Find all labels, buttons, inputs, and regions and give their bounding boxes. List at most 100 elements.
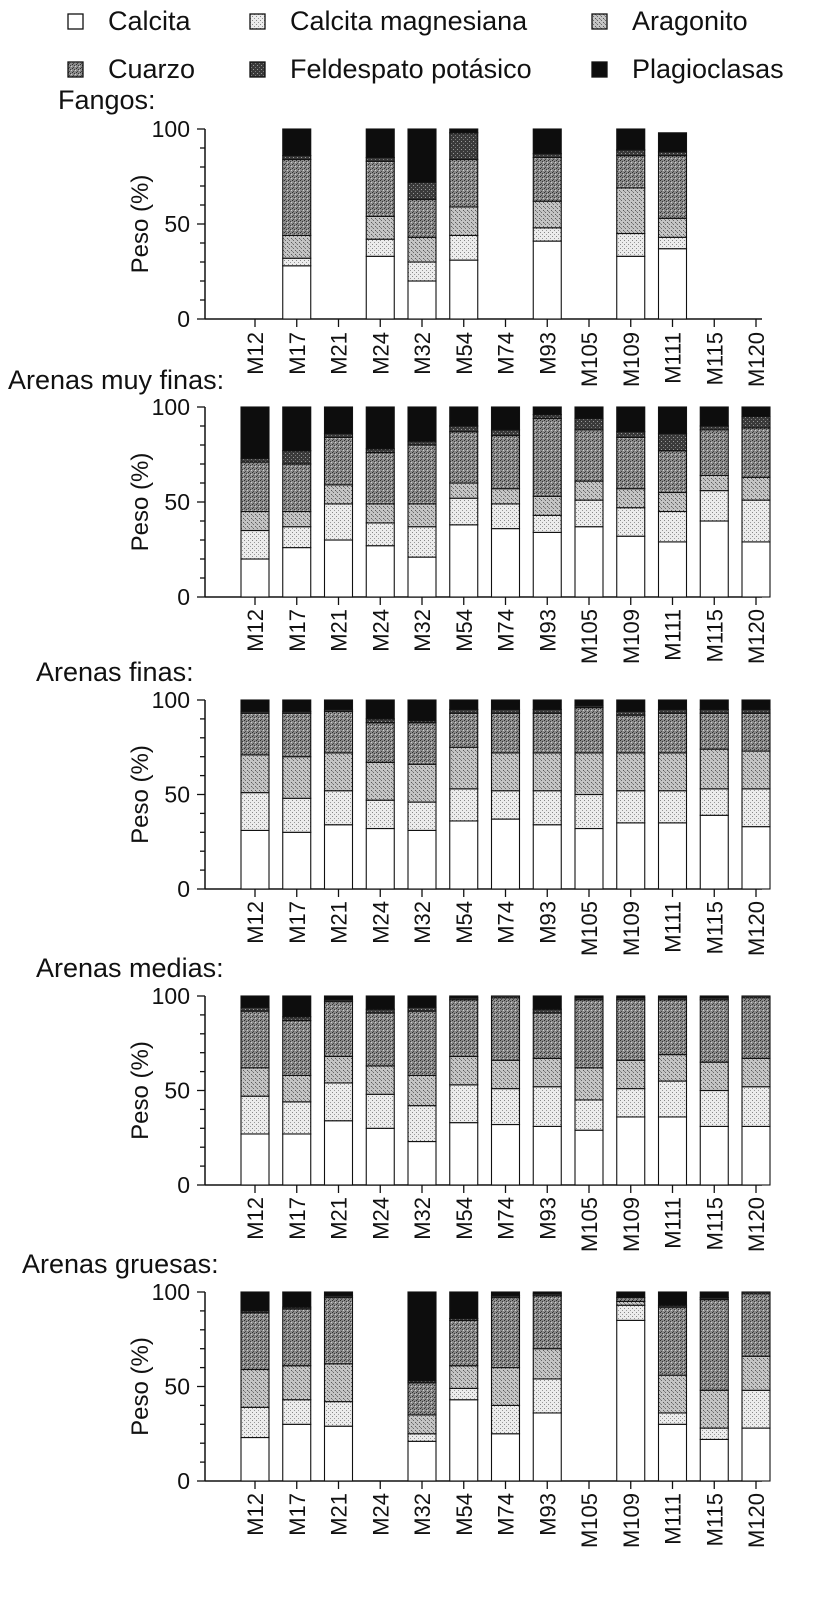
bar-segment-aragonito-m24 [365, 1065, 395, 1095]
bar-segment-cuarzo-m93 [532, 156, 562, 202]
bar-segment-cuarzo-m105 [574, 707, 604, 754]
legend-swatch-feldespato-potasico [249, 61, 266, 78]
x-tick-label: M21 [327, 901, 352, 944]
x-tick-label: M17 [285, 901, 310, 944]
bar-segment-calcita-m109 [616, 1319, 646, 1482]
x-tick-label: M21 [327, 1493, 352, 1536]
bar-segment-calcita-m93 [532, 531, 562, 598]
bar-segment-feldespato-potasico-m74 [490, 429, 521, 437]
y-axis-label: Peso (%) [127, 745, 154, 844]
bar-segment-feldespato-potasico-m24 [365, 1008, 395, 1014]
x-tick-label: M24 [368, 609, 393, 652]
bar-segment-cuarzo-m74 [490, 1297, 521, 1369]
y-tick-label: 0 [177, 584, 190, 610]
bar-segment-plagioclasas-m32 [407, 406, 437, 442]
bar-segment-calcita-magnesiana-m109 [616, 1088, 646, 1118]
y-tick-label: 50 [164, 489, 190, 515]
bar-segment-feldespato-potasico-m93 [532, 708, 562, 714]
bar-segment-calcita-m21 [323, 1425, 354, 1482]
bar-segment-feldespato-potasico-m111 [657, 151, 688, 157]
bar-segment-cuarzo-m111 [657, 1306, 688, 1376]
bar-segment-calcita-magnesiana-m17 [282, 257, 312, 267]
bar-segment-plagioclasas-m54 [449, 406, 479, 427]
bar-segment-plagioclasas-m32 [407, 699, 437, 722]
x-tick-label: M93 [535, 609, 560, 652]
bar-segment-calcita-magnesiana-m24 [365, 238, 395, 257]
bar-segment-plagioclasas-m93 [532, 699, 562, 710]
bar-segment-aragonito-m105 [574, 752, 604, 796]
bar-segment-plagioclasas-m74 [490, 406, 521, 431]
bar-segment-feldespato-potasico-m93 [532, 1008, 562, 1014]
x-tick-label: M105 [577, 1197, 602, 1252]
bar-segment-calcita-m105 [574, 1129, 604, 1186]
bar-segment-aragonito-m32 [407, 763, 437, 803]
bar-segment-plagioclasas-m111 [657, 132, 688, 153]
bar-segment-aragonito-m111 [657, 217, 688, 238]
bar-segment-calcita-m115 [699, 1438, 729, 1482]
bar-segment-plagioclasas-m109 [616, 128, 646, 151]
bar-segment-feldespato-potasico-m54 [449, 708, 479, 714]
bar-segment-aragonito-m74 [490, 752, 521, 792]
y-tick-label: 50 [164, 782, 190, 808]
bar-segment-cuarzo-m115 [699, 712, 729, 750]
bar-segment-cuarzo-m109 [616, 1297, 646, 1303]
bar-segment-cuarzo-m17 [282, 1020, 312, 1076]
bar-segment-plagioclasas-m12 [240, 699, 270, 712]
panel-title: Arenas muy finas: [8, 365, 224, 395]
bar-segment-plagioclasas-m109 [616, 406, 646, 433]
bar-segment-plagioclasas-m120 [741, 406, 771, 418]
bar-segment-cuarzo-m111 [657, 712, 688, 754]
bar-segment-calcita-magnesiana-m32 [407, 1105, 437, 1143]
x-tick-label: M24 [368, 1493, 393, 1536]
bar-segment-calcita-m32 [407, 1140, 437, 1186]
legend-swatch-calcita-magnesiana [249, 13, 266, 30]
bar-segment-aragonito-m115 [699, 474, 729, 492]
legend-item-aragonito: Aragonito [591, 6, 748, 36]
legend-label-calcita-magnesiana: Calcita magnesiana [290, 6, 528, 36]
legend-item-calcita: Calcita [67, 6, 192, 36]
panel-arenas-medias: Arenas medias: 0 50 100 Peso (%) M12 M17 M21 M24… [36, 953, 771, 1252]
x-tick-label: M12 [243, 901, 268, 944]
bar-segment-aragonito-m12 [240, 1368, 270, 1408]
bar-segment-plagioclasas-m24 [365, 406, 395, 450]
bar-segment-calcita-magnesiana-m93 [532, 1086, 562, 1127]
bar-segment-cuarzo-m120 [741, 1293, 771, 1357]
bar-segment-cuarzo-m24 [365, 1012, 395, 1067]
bar-segment-calcita-m54 [449, 820, 479, 890]
bar-segment-calcita-m32 [407, 1440, 437, 1482]
x-tick-label: M17 [285, 609, 310, 652]
bar-segment-aragonito-m93 [532, 495, 562, 516]
bar-segment-calcita-m32 [407, 829, 437, 890]
bar-segment-aragonito-m32 [407, 503, 437, 528]
bar-segment-calcita-magnesiana-m54 [449, 1387, 479, 1401]
bar-segment-calcita-magnesiana-m12 [240, 792, 270, 831]
x-tick-label: M21 [327, 332, 352, 375]
bar-segment-calcita-m54 [449, 524, 479, 598]
bar-segment-aragonito-m109 [616, 752, 646, 792]
bar-segment-cuarzo-m74 [490, 434, 521, 490]
x-tick-label: M120 [744, 609, 769, 664]
x-tick-label: M32 [410, 609, 435, 652]
bar-segment-plagioclasas-m54 [449, 995, 479, 999]
x-tick-label: M12 [243, 609, 268, 652]
x-tick-label: M54 [452, 1493, 477, 1536]
bar-segment-calcita-magnesiana-m109 [616, 232, 646, 257]
bar-segment-feldespato-potasico-m115 [699, 425, 729, 431]
bar-segment-calcita-m74 [490, 1123, 521, 1186]
bar-segment-aragonito-m111 [657, 1374, 688, 1414]
bar-segment-plagioclasas-m93 [532, 1291, 562, 1295]
y-tick-label: 100 [152, 1279, 190, 1305]
x-tick-label: M93 [535, 332, 560, 375]
y-tick-label: 0 [177, 876, 190, 902]
x-tick-label: M111 [661, 1493, 686, 1545]
bar-segment-plagioclasas-m93 [532, 406, 562, 416]
bar-segment-calcita-magnesiana-m105 [574, 1099, 604, 1131]
bar-segment-calcita-m24 [365, 827, 395, 890]
bar-segment-calcita-m24 [365, 545, 395, 598]
x-tick-label: M74 [494, 332, 519, 375]
bar-segment-plagioclasas-m17 [282, 699, 312, 712]
bar-segment-calcita-magnesiana-m24 [365, 522, 395, 547]
bar-segment-calcita-m111 [657, 1116, 688, 1186]
bar-segment-calcita-magnesiana-m21 [323, 503, 354, 541]
bar-segment-plagioclasas-m17 [282, 995, 312, 1018]
